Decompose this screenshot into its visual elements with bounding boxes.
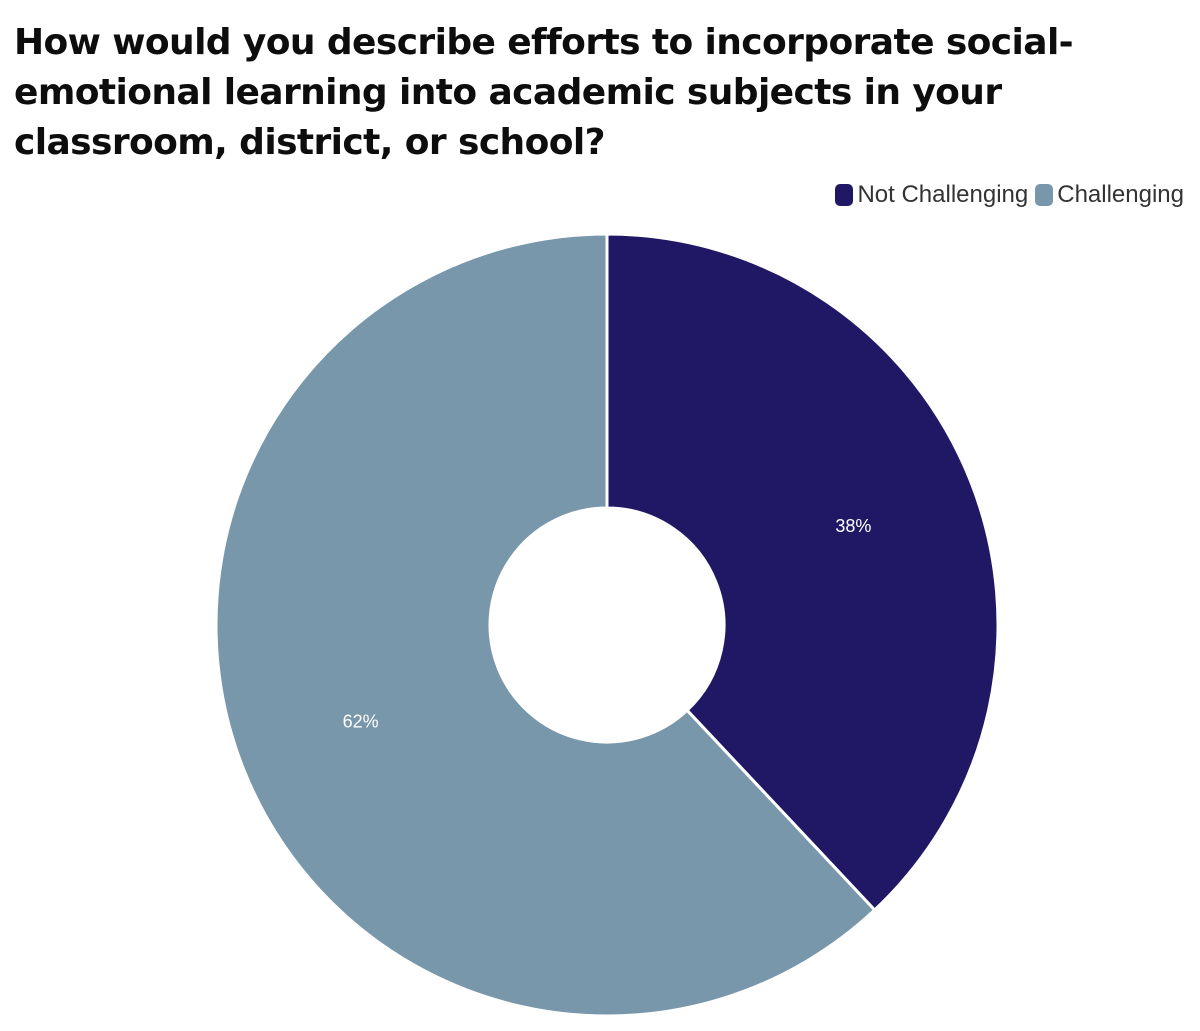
slice-not-challenging[interactable] [605, 232, 1000, 913]
legend-label-challenging: Challenging [1057, 181, 1184, 208]
legend-item-challenging[interactable]: Challenging [1035, 181, 1184, 209]
chart-title: How would you describe efforts to incorp… [14, 22, 1074, 163]
slice-label-not-challenging: 38% [835, 516, 871, 536]
legend-swatch-challenging [1035, 184, 1054, 206]
slice-challenging[interactable] [214, 232, 877, 1018]
legend-swatch-not-challenging [835, 184, 854, 206]
legend-item-not-challenging[interactable]: Not Challenging [835, 181, 1028, 209]
slice-label-challenging: 62% [343, 711, 379, 731]
legend: Not Challenging Challenging [835, 181, 1184, 209]
legend-label-not-challenging: Not Challenging [857, 181, 1029, 208]
